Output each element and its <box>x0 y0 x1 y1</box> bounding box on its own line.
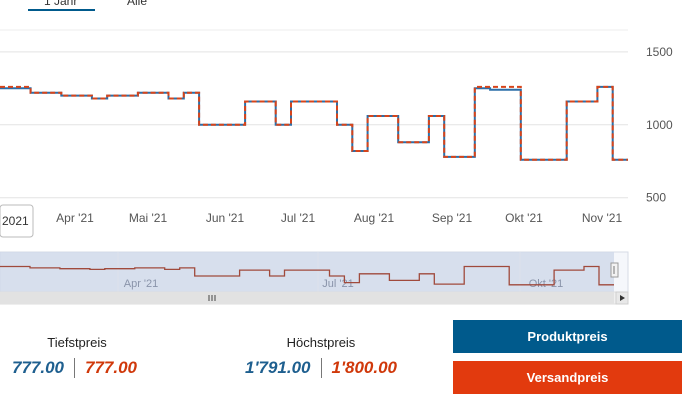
price-history-chart: 500 1000 1500 Apr '21 Mai '21 Jun '21 Jul '21… <box>0 29 673 305</box>
max-product-price: 1'791.00 <box>245 358 311 377</box>
product-price-button[interactable]: Produktpreis <box>453 320 682 353</box>
chart-grid <box>0 29 628 199</box>
tab-alle[interactable]: Alle <box>127 0 148 8</box>
divider <box>320 358 322 378</box>
y-tick-label: 1000 <box>646 118 673 132</box>
x-tick-label: Mai '21 <box>129 211 168 225</box>
y-tick-label: 500 <box>646 191 666 205</box>
min-product-price: 777.00 <box>12 358 64 377</box>
max-price-values: 1'791.00 1'800.00 <box>245 358 397 378</box>
divider <box>74 358 75 378</box>
navigator-selection[interactable] <box>0 252 614 292</box>
price-series-line <box>0 85 628 161</box>
x-tick-label: Apr '21 <box>56 211 94 225</box>
x-tick-label: Aug '21 <box>354 211 395 225</box>
navigator: Apr '21 Jul '21 Okt '21 <box>0 251 629 305</box>
main-series-group <box>0 85 628 161</box>
date-tooltip <box>0 204 34 238</box>
shipping-price-button[interactable]: Versandpreis <box>453 361 682 394</box>
navigator-tick-label: Jul '21 <box>322 278 353 290</box>
tooltip-date: 2021 <box>2 214 29 228</box>
navigator-series-line <box>0 265 614 286</box>
min-price-values: 777.00 777.00 <box>12 358 137 378</box>
scrollbar-thumb[interactable] <box>0 292 614 304</box>
y-tick-label: 1500 <box>646 45 673 59</box>
navigator-tick-label: Apr '21 <box>124 278 159 290</box>
x-tick-label: Nov '21 <box>582 211 623 225</box>
navigator-tick-label: Okt '21 <box>529 278 564 290</box>
max-shipping-price: 1'800.00 <box>331 358 398 377</box>
range-tabs: 1 Jahr Alle <box>0 0 684 14</box>
active-tab-indicator <box>28 9 95 11</box>
min-shipping-price: 777.00 <box>85 358 137 377</box>
max-price-label: Höchstpreis <box>286 335 356 350</box>
min-price-label: Tiefstpreis <box>47 335 107 350</box>
x-tick-label: Jul '21 <box>281 211 316 225</box>
x-tick-label: Sep '21 <box>432 211 473 225</box>
tab-1-jahr[interactable]: 1 Jahr <box>44 0 78 8</box>
arrow-right-icon <box>620 295 625 301</box>
x-axis: Apr '21 Mai '21 Jun '21 Jul '21 Aug '21 Sep '… <box>56 211 622 225</box>
x-tick-label: Jun '21 <box>206 211 245 225</box>
x-tick-label: Okt '21 <box>505 211 543 225</box>
y-axis: 500 1000 1500 <box>646 45 673 205</box>
